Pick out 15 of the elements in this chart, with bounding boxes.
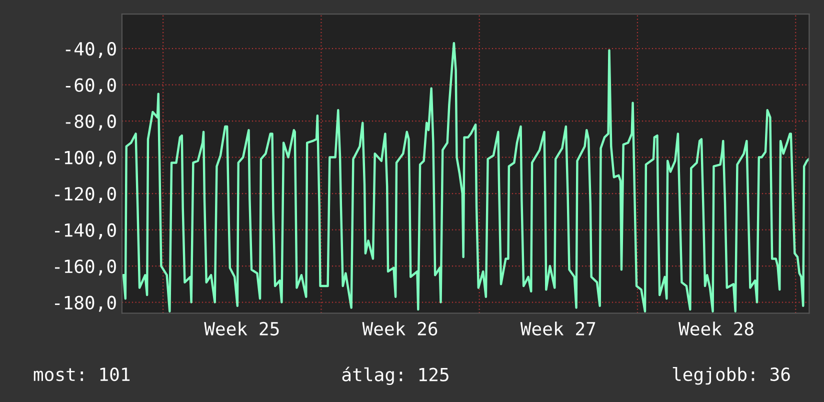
y-tick-label: -140,0 [55, 223, 116, 240]
y-tick-label: -160,0 [55, 260, 116, 276]
x-tick-label: Week 28 [678, 322, 754, 336]
y-tick-label: -60,0 [66, 78, 116, 94]
y-tick-label: -180,0 [55, 296, 116, 312]
text: most: 101 [34, 368, 130, 382]
y-tick-label: -40,0 [66, 42, 116, 58]
y-tick-label: -80,0 [66, 114, 116, 130]
text: átlag: 125 [342, 366, 448, 386]
y-tick-label: -100,0 [55, 150, 116, 167]
x-tick-label: Week 25 [204, 322, 279, 336]
x-tick-label: Week 26 [362, 322, 438, 336]
y-tick-label: -120,0 [55, 187, 116, 203]
x-tick-label: Week 27 [520, 322, 596, 336]
text: legjobb: 36 [672, 367, 790, 385]
